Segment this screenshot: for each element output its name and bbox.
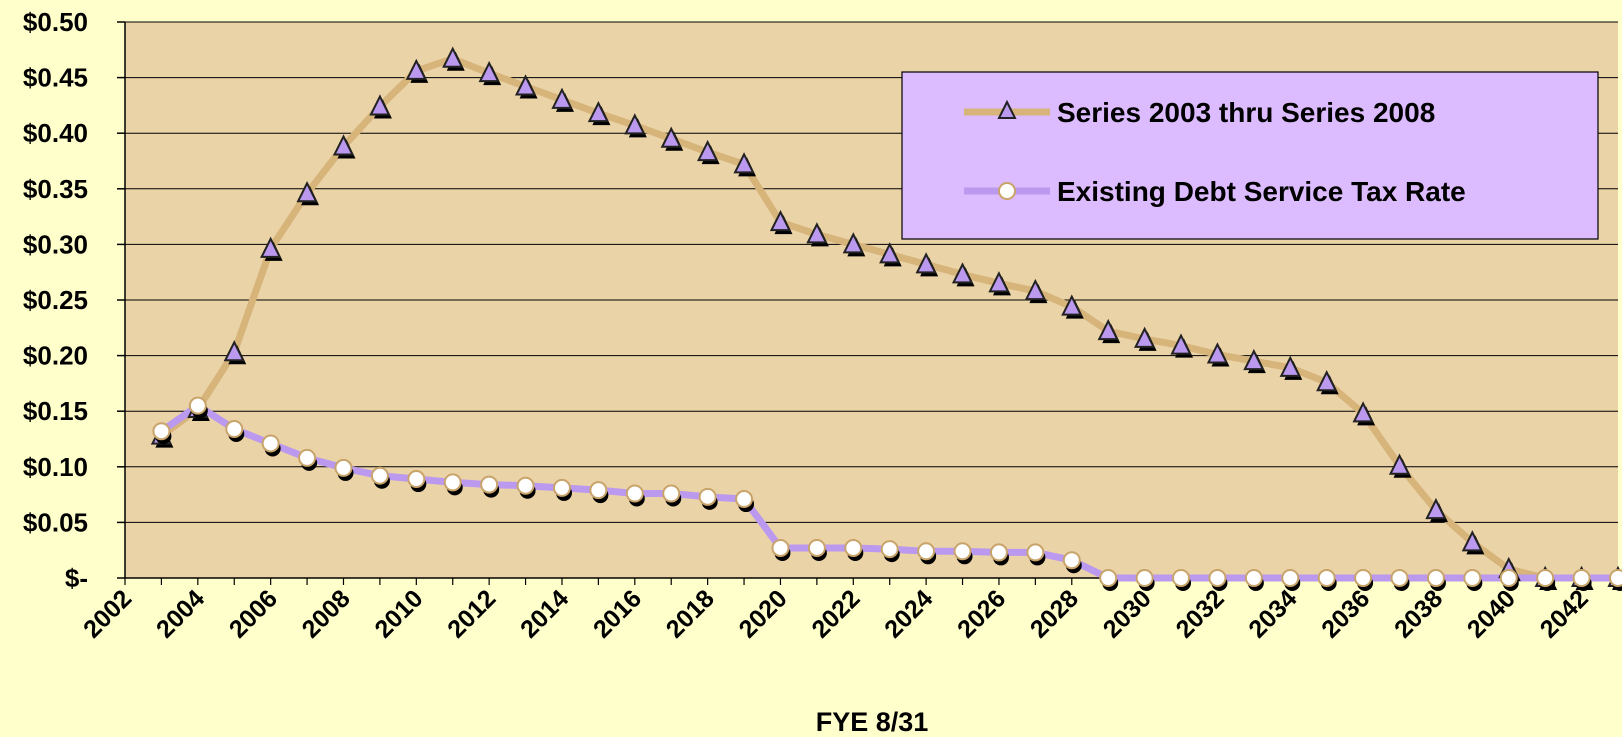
series-2-marker xyxy=(844,538,863,557)
series-1-marker xyxy=(660,126,682,148)
series-2-marker xyxy=(1390,569,1409,587)
series-1-marker xyxy=(1061,294,1083,316)
series-2-marker xyxy=(261,434,280,453)
series-2-marker xyxy=(1463,569,1482,587)
y-tick-label: $0.10 xyxy=(23,452,88,482)
series-1-marker xyxy=(442,46,464,68)
series-1-marker xyxy=(1133,326,1156,348)
series-2-marker xyxy=(480,475,499,494)
series-1-marker xyxy=(769,209,792,232)
series-1-marker xyxy=(1170,333,1192,355)
series-1-marker xyxy=(260,236,282,258)
series-layer xyxy=(150,46,1622,591)
y-tick-label: $0.05 xyxy=(23,507,88,537)
series-2-marker xyxy=(1499,569,1518,587)
series-2-marker xyxy=(698,487,717,506)
series-2-marker xyxy=(298,448,317,467)
series-2-marker xyxy=(1026,543,1045,562)
series-2-marker xyxy=(1062,551,1081,570)
series-2-marker xyxy=(1281,569,1300,587)
series-2-marker xyxy=(407,470,426,489)
series-2-marker xyxy=(370,466,389,485)
y-tick-label: $0.25 xyxy=(23,285,88,315)
y-tick-label: $0.15 xyxy=(23,396,88,426)
series-1-marker xyxy=(1316,370,1338,392)
series-2-marker xyxy=(1572,569,1591,587)
series-2-marker xyxy=(625,484,644,503)
series-1-marker xyxy=(1425,497,1447,520)
series-2-marker xyxy=(1536,569,1555,587)
series-2-marker xyxy=(989,543,1008,562)
series-1-marker xyxy=(1024,278,1046,301)
series-2-marker xyxy=(1354,569,1373,587)
series-1-marker xyxy=(296,181,318,203)
legend-swatch-marker-series-1 xyxy=(997,99,1017,119)
series-2-marker xyxy=(1208,569,1227,587)
series-2-marker xyxy=(1426,569,1445,587)
x-axis-title: FYE 8/31 xyxy=(816,707,929,737)
series-1-marker xyxy=(988,271,1010,293)
legend: Series 2003 thru Series 2008 Existing De… xyxy=(901,71,1599,240)
y-tick-label: $0.30 xyxy=(23,229,88,259)
series-2-marker xyxy=(516,476,535,495)
y-tick-label: $0.35 xyxy=(23,174,88,204)
series-1-marker xyxy=(587,100,610,123)
series-2-marker xyxy=(1172,569,1191,587)
series-2-marker xyxy=(225,419,244,438)
legend-box xyxy=(901,71,1599,240)
series-1-marker xyxy=(915,252,937,274)
series-2-marker xyxy=(1609,569,1622,587)
series-1-marker xyxy=(879,242,901,264)
series-1-marker xyxy=(1097,318,1119,341)
series-2-marker xyxy=(735,490,754,509)
series-2-marker xyxy=(662,484,681,503)
series-2-marker xyxy=(334,458,353,477)
series-1-marker xyxy=(842,232,864,254)
series-2-marker xyxy=(1244,569,1263,587)
series-1-marker xyxy=(1461,530,1483,552)
y-tick-label: $- xyxy=(65,563,88,593)
series-2-marker xyxy=(152,422,171,441)
series-1-marker xyxy=(1279,355,1301,377)
series-2-marker xyxy=(807,538,826,557)
series-1-marker xyxy=(551,87,573,109)
series-1-marker xyxy=(806,222,828,244)
series-2-marker xyxy=(1099,569,1118,587)
series-1-marker xyxy=(369,94,391,116)
series-1-marker xyxy=(332,134,355,156)
series-2-marker xyxy=(771,538,790,557)
series-2-marker xyxy=(953,542,972,561)
series-1-marker xyxy=(514,74,537,96)
series-1-marker xyxy=(1352,401,1374,423)
legend-label-series-1: Series 2003 thru Series 2008 xyxy=(1057,97,1435,128)
legend-label-series-2: Existing Debt Service Tax Rate xyxy=(1057,176,1466,207)
series-2-marker xyxy=(443,473,462,492)
series-2-marker xyxy=(552,478,571,497)
y-tick-label: $0.45 xyxy=(23,63,88,93)
series-1-marker xyxy=(951,262,974,284)
series-2-marker xyxy=(188,396,207,415)
y-tick-label: $0.40 xyxy=(23,118,88,148)
series-1-marker xyxy=(1243,348,1265,371)
series-1-marker xyxy=(405,58,427,80)
series-1-marker xyxy=(223,340,245,362)
series-2-marker xyxy=(917,542,936,561)
y-tick-label: $0.50 xyxy=(23,7,88,37)
series-1-marker xyxy=(1388,453,1411,475)
y-axis-ticks: $- $0.05 $0.10 $0.15 $0.20 $0.25 $0.30 $0.35 $0.… xyxy=(23,7,125,593)
legend-swatch-marker-series-2 xyxy=(998,182,1016,200)
series-1-marker xyxy=(478,60,500,83)
series-2-marker xyxy=(589,481,608,500)
series-2-marker xyxy=(1317,569,1336,587)
series-1-marker xyxy=(697,139,719,162)
series-1-marker xyxy=(733,152,755,174)
series-1-marker xyxy=(1206,342,1229,364)
series-1-marker xyxy=(624,113,646,135)
series-2-marker xyxy=(880,540,899,559)
series-2-marker xyxy=(1135,569,1154,587)
y-tick-label: $0.20 xyxy=(23,341,88,371)
